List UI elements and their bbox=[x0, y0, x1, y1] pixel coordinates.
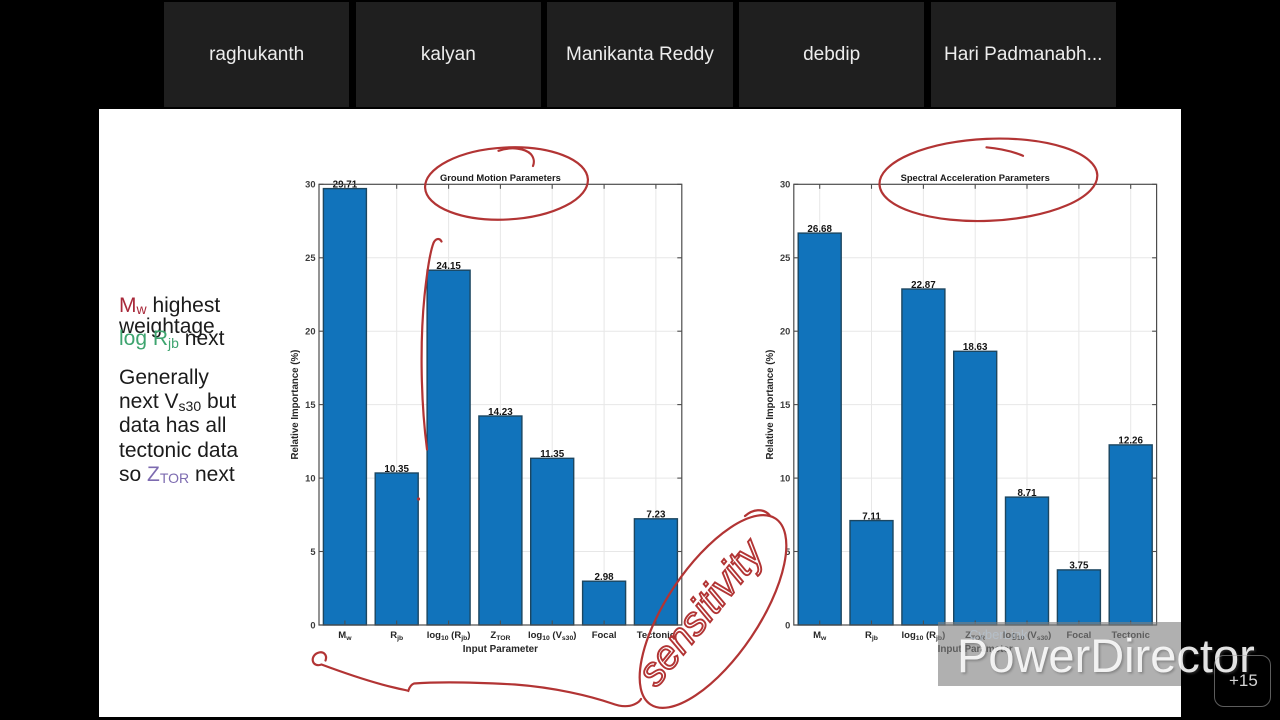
svg-text:Input Parameter: Input Parameter bbox=[463, 644, 538, 655]
svg-text:Focal: Focal bbox=[592, 630, 617, 641]
svg-text:25: 25 bbox=[780, 253, 790, 263]
svg-text:15: 15 bbox=[305, 400, 315, 410]
svg-text:8.71: 8.71 bbox=[1017, 488, 1037, 499]
svg-text:24.15: 24.15 bbox=[436, 261, 461, 272]
svg-text:20: 20 bbox=[780, 327, 790, 337]
svg-text:15: 15 bbox=[780, 400, 790, 410]
svg-text:Ground Motion Parameters: Ground Motion Parameters bbox=[440, 172, 561, 183]
svg-text:26.68: 26.68 bbox=[807, 224, 832, 235]
svg-text:20: 20 bbox=[305, 327, 315, 337]
svg-text:Rjb: Rjb bbox=[865, 630, 878, 642]
svg-text:30: 30 bbox=[305, 180, 315, 190]
svg-text:Relative Importance (%): Relative Importance (%) bbox=[765, 350, 776, 460]
svg-text:10.35: 10.35 bbox=[384, 464, 409, 475]
svg-text:7.23: 7.23 bbox=[646, 510, 666, 521]
svg-text:12.26: 12.26 bbox=[1118, 436, 1143, 447]
svg-text:log10 (Vs30): log10 (Vs30) bbox=[528, 630, 576, 642]
svg-text:2.98: 2.98 bbox=[595, 572, 615, 583]
svg-text:30: 30 bbox=[780, 180, 790, 190]
svg-text:11.35: 11.35 bbox=[540, 449, 565, 460]
svg-text:7.11: 7.11 bbox=[862, 511, 881, 522]
svg-text:0: 0 bbox=[310, 620, 315, 630]
svg-text:Mw: Mw bbox=[813, 630, 827, 642]
svg-text:18.63: 18.63 bbox=[963, 342, 988, 353]
svg-text:22.87: 22.87 bbox=[911, 280, 936, 291]
svg-text:3.75: 3.75 bbox=[1069, 561, 1089, 572]
svg-text:0: 0 bbox=[785, 620, 790, 630]
svg-text:Relative Importance (%): Relative Importance (%) bbox=[290, 350, 301, 460]
svg-text:14.23: 14.23 bbox=[488, 407, 513, 418]
svg-text:5: 5 bbox=[310, 547, 315, 557]
svg-text:25: 25 bbox=[305, 253, 315, 263]
svg-text:10: 10 bbox=[780, 474, 790, 484]
svg-text:Tectonic: Tectonic bbox=[637, 630, 675, 641]
svg-text:log10 (Rjb): log10 (Rjb) bbox=[427, 630, 471, 642]
svg-text:Spectral Acceleration Paramete: Spectral Acceleration Parameters bbox=[901, 172, 1050, 183]
svg-text:ZTOR: ZTOR bbox=[490, 630, 510, 642]
svg-text:5: 5 bbox=[785, 547, 790, 557]
svg-text:Rjb: Rjb bbox=[390, 630, 403, 642]
svg-text:Mw: Mw bbox=[338, 630, 352, 642]
svg-text:10: 10 bbox=[305, 474, 315, 484]
